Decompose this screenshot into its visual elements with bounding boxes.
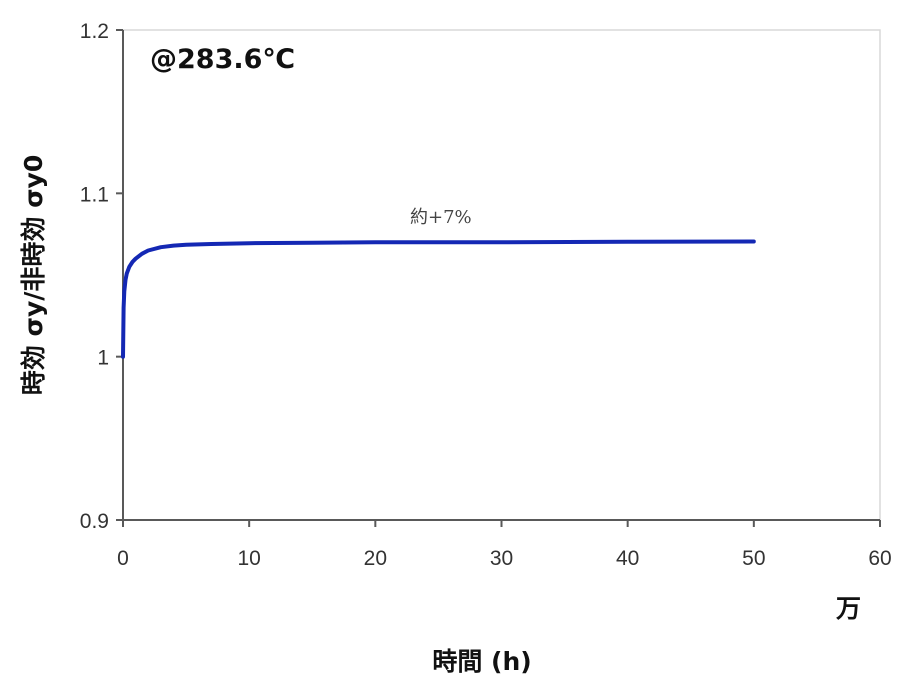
x-tick-label: 60 [868,547,891,570]
plot-area [122,29,881,521]
series-label: 約+7% [410,207,472,228]
x-tick-label: 50 [742,547,765,570]
y-tick-label: 1 [97,347,109,370]
series-layer [121,239,756,359]
x-tick-label: 10 [237,547,260,570]
y-axis-title: 時効 σy/非時効 σy0 [19,155,48,395]
x-tick-label: 20 [364,547,387,570]
y-tick-label: 1.1 [80,183,109,206]
y-tick-label: 1.2 [80,20,109,43]
x-unit-label: 万 [836,594,861,623]
series-line [121,239,756,359]
axis-ticks [116,29,881,527]
x-tick-label: 30 [490,547,513,570]
x-tick-label: 40 [616,547,639,570]
x-tick-label: 0 [117,547,129,570]
x-axis-title: 時間 (h) [432,647,531,675]
y-tick-label: 0.9 [80,510,109,533]
temperature-annotation: @283.6℃ [150,44,295,75]
tick-labels: 0 10 20 30 40 50 60 0.9 1 1.1 1.2 [80,20,892,570]
